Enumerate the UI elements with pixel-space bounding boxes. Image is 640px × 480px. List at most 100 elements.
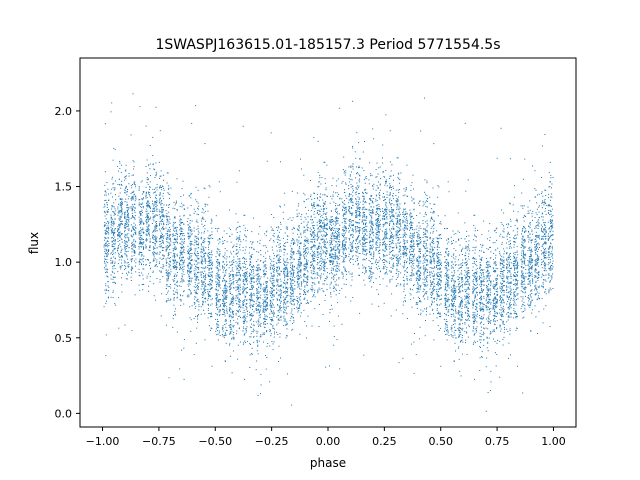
data-point bbox=[285, 267, 287, 269]
data-point bbox=[167, 255, 169, 257]
data-point bbox=[221, 328, 223, 330]
data-point bbox=[170, 237, 171, 239]
data-point bbox=[320, 277, 322, 278]
data-point bbox=[224, 292, 226, 294]
data-point bbox=[219, 284, 221, 286]
data-point bbox=[113, 183, 115, 185]
data-point bbox=[209, 313, 211, 314]
data-point bbox=[103, 211, 105, 213]
data-point bbox=[203, 281, 205, 283]
data-point bbox=[131, 229, 133, 231]
data-point bbox=[126, 233, 128, 235]
data-point bbox=[166, 262, 168, 264]
data-point bbox=[305, 281, 307, 282]
data-point bbox=[189, 230, 191, 232]
data-point bbox=[110, 221, 112, 223]
data-point bbox=[159, 217, 161, 219]
data-point bbox=[138, 189, 140, 191]
data-point bbox=[291, 315, 292, 317]
data-point bbox=[287, 272, 289, 274]
data-point bbox=[208, 325, 210, 327]
data-point bbox=[264, 317, 266, 319]
data-point bbox=[236, 227, 238, 229]
data-point bbox=[257, 299, 259, 300]
data-point bbox=[190, 234, 192, 236]
data-point bbox=[276, 255, 278, 256]
data-point bbox=[141, 235, 143, 236]
data-point bbox=[121, 205, 123, 207]
data-point bbox=[198, 232, 200, 234]
data-point bbox=[104, 258, 106, 260]
data-point bbox=[207, 290, 209, 292]
data-point bbox=[230, 315, 232, 317]
data-point bbox=[193, 318, 195, 320]
data-point bbox=[298, 240, 300, 242]
data-point bbox=[121, 199, 123, 201]
data-point bbox=[142, 198, 144, 200]
data-point bbox=[260, 384, 262, 386]
data-point bbox=[259, 269, 261, 271]
data-point bbox=[244, 284, 246, 286]
data-point bbox=[104, 184, 106, 186]
data-point bbox=[309, 288, 311, 290]
data-point bbox=[232, 305, 234, 306]
data-point bbox=[216, 273, 218, 275]
data-point bbox=[325, 253, 327, 255]
data-point bbox=[107, 223, 109, 225]
data-point bbox=[139, 275, 141, 277]
data-point bbox=[320, 183, 322, 185]
data-point bbox=[197, 272, 199, 274]
data-point bbox=[191, 277, 193, 279]
data-point bbox=[319, 222, 321, 224]
data-point bbox=[165, 249, 167, 251]
data-point bbox=[175, 233, 177, 235]
data-point bbox=[124, 214, 126, 216]
data-point bbox=[119, 235, 121, 236]
data-point bbox=[287, 282, 288, 284]
data-point bbox=[107, 252, 108, 254]
data-point bbox=[169, 245, 171, 247]
data-point bbox=[224, 248, 226, 250]
data-point bbox=[121, 214, 123, 216]
data-point bbox=[194, 302, 196, 304]
data-point bbox=[216, 294, 218, 296]
data-point bbox=[317, 233, 318, 235]
data-point bbox=[273, 217, 275, 218]
data-point bbox=[176, 241, 178, 243]
data-point bbox=[105, 290, 107, 292]
data-point bbox=[319, 269, 321, 271]
data-point bbox=[183, 290, 185, 292]
data-point bbox=[304, 286, 306, 288]
data-point bbox=[124, 190, 126, 192]
data-point bbox=[202, 217, 204, 219]
data-point bbox=[196, 255, 198, 257]
data-point bbox=[293, 319, 295, 321]
data-point bbox=[196, 213, 198, 215]
data-point bbox=[266, 323, 268, 325]
data-point bbox=[191, 231, 193, 233]
data-point bbox=[272, 289, 274, 291]
data-point bbox=[226, 310, 228, 312]
data-point bbox=[152, 163, 154, 165]
data-point bbox=[154, 215, 156, 217]
data-point bbox=[299, 288, 300, 290]
data-point bbox=[135, 227, 137, 229]
data-point bbox=[280, 319, 282, 321]
data-point bbox=[243, 275, 245, 277]
data-point bbox=[233, 250, 235, 252]
data-point bbox=[244, 320, 246, 321]
data-point bbox=[125, 185, 127, 187]
data-point bbox=[134, 207, 136, 208]
data-point bbox=[132, 244, 134, 246]
data-point bbox=[318, 261, 320, 263]
data-point bbox=[273, 271, 275, 273]
data-point bbox=[326, 276, 328, 278]
data-point bbox=[293, 299, 295, 300]
data-point bbox=[217, 295, 219, 297]
data-point bbox=[293, 271, 295, 273]
data-point bbox=[318, 246, 320, 248]
data-point bbox=[217, 300, 219, 302]
data-point bbox=[127, 204, 128, 206]
data-point bbox=[226, 286, 228, 288]
data-point bbox=[149, 241, 151, 243]
